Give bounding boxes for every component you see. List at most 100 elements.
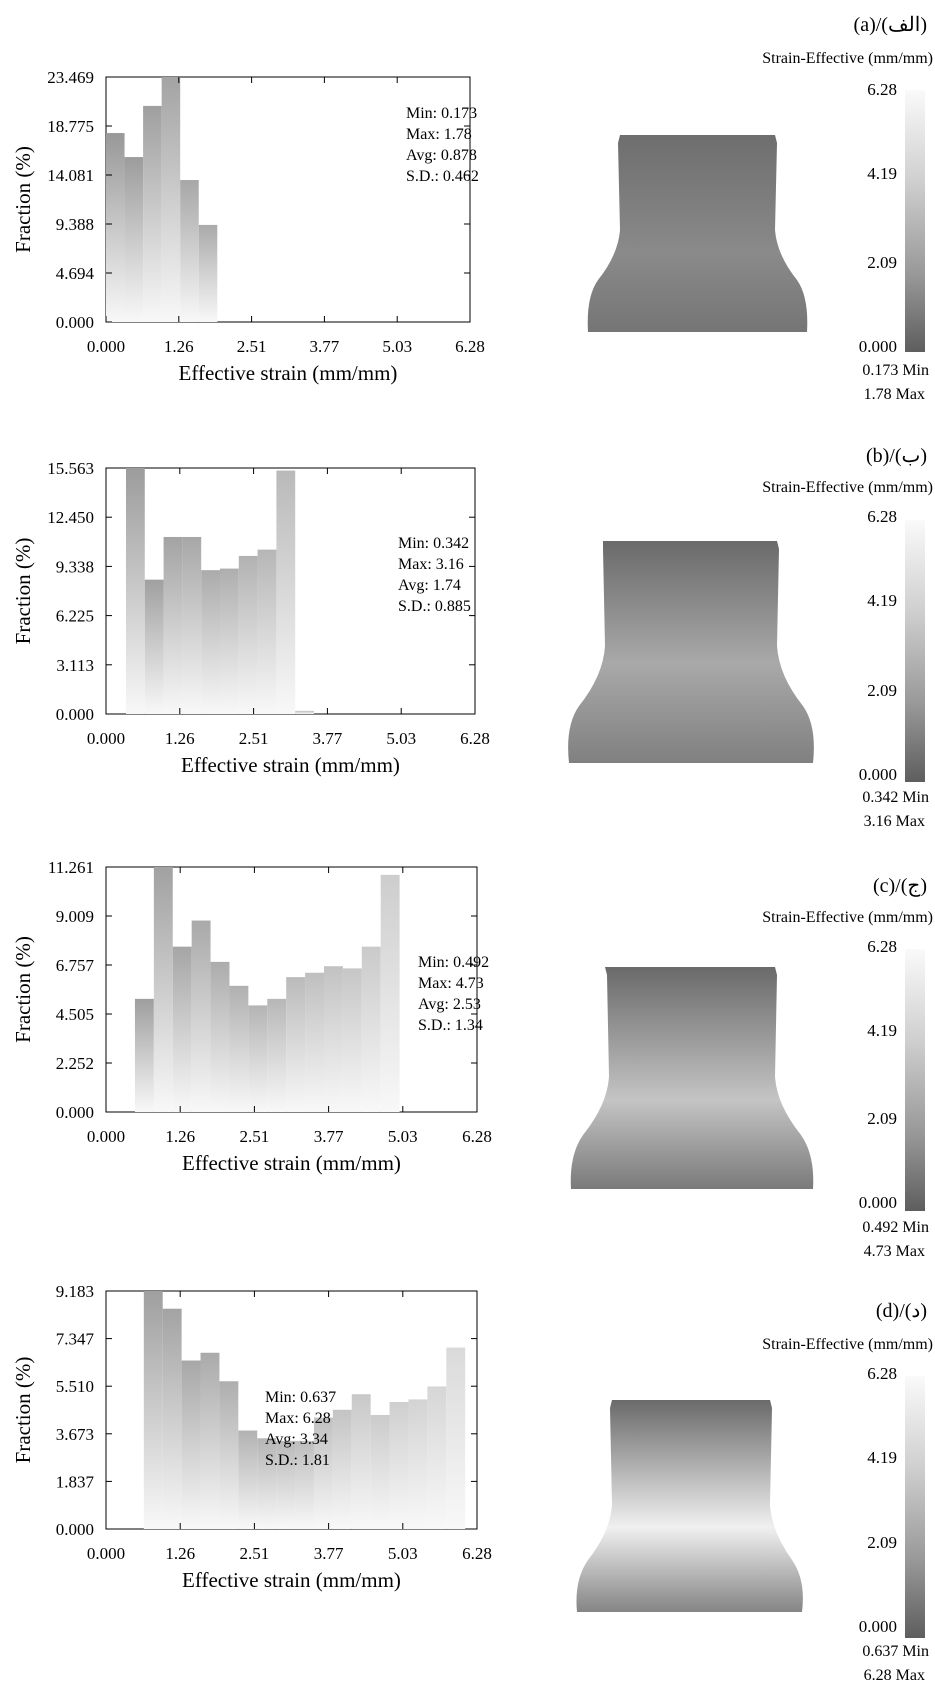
- histogram-bar: [238, 555, 258, 714]
- histogram-bar: [200, 1352, 220, 1529]
- colorbar: [905, 1376, 925, 1638]
- legend-title: Strain-Effective (mm/mm): [762, 479, 933, 496]
- x-tick-label: 0.000: [87, 337, 125, 356]
- histogram-bar: [351, 1394, 371, 1529]
- y-tick-label: 14.081: [47, 166, 94, 185]
- colorbar-tick: 6.28: [867, 507, 897, 526]
- histogram-chart: 0.000 1.26 2.51 3.77 5.03 6.28 0.000 4.694 9.388…: [11, 68, 485, 385]
- stats-box: Min: 0.492 Max: 4.73 Avg: 2.53 S.D.: 1.3…: [418, 952, 489, 1036]
- colorbar-tick: 0.000: [858, 765, 897, 784]
- stat-min: Min: 0.173: [406, 105, 478, 122]
- histogram-bar: [257, 1438, 277, 1529]
- histogram-bar: [191, 920, 211, 1112]
- y-tick-label: 9.338: [56, 557, 94, 576]
- panel-c: 0.000 1.26 2.51 3.77 5.03 6.28 0.000 2.252 4.505…: [0, 857, 935, 1280]
- histogram-bar: [427, 1386, 447, 1529]
- y-tick-label: 2.252: [56, 1054, 94, 1073]
- y-tick-label: 3.113: [56, 656, 94, 675]
- histogram-bar: [323, 966, 343, 1112]
- panel-tag: (b)/(ب): [865, 445, 927, 467]
- colorbar-tick: 0.000: [858, 1617, 897, 1636]
- histogram-bar: [342, 968, 362, 1112]
- colorbar-min-label: 0.342 Min: [862, 789, 929, 806]
- panel-tag: (a)/(الف): [853, 14, 927, 36]
- stat-max: Max: 6.28: [265, 1410, 331, 1427]
- colorbar-max-label: 1.78 Max: [863, 386, 925, 403]
- x-tick-label: 2.51: [239, 729, 269, 748]
- stat-sd: S.D.: 0.462: [406, 168, 479, 185]
- x-axis-label: Effective strain (mm/mm): [179, 361, 398, 385]
- stat-avg: Avg: 3.34: [265, 1431, 328, 1448]
- stats-box: Min: 0.173 Max: 1.78 Avg: 0.878 S.D.: 0.…: [406, 103, 479, 187]
- specimen-contour: [570, 967, 814, 1189]
- histogram-bar: [143, 105, 162, 322]
- specimen-contour: [568, 541, 814, 763]
- specimen-contour: [587, 135, 808, 332]
- y-tick-label: 5.510: [56, 1377, 94, 1396]
- y-tick-label: 6.757: [56, 956, 95, 975]
- histogram-bar: [305, 972, 324, 1112]
- histogram-bar: [361, 946, 381, 1112]
- histogram-bar: [267, 998, 287, 1112]
- y-tick-label: 9.009: [56, 907, 94, 926]
- histogram-bar: [380, 874, 400, 1112]
- stat-min: Min: 0.492: [418, 954, 490, 971]
- y-tick-label: 12.450: [47, 508, 94, 527]
- panel-tag: (d)/(د): [875, 1300, 927, 1322]
- histogram-bar: [106, 133, 125, 322]
- colorbar-tick: 6.28: [867, 80, 897, 99]
- histogram-bar: [163, 536, 183, 714]
- stat-max: Max: 4.73: [418, 975, 484, 992]
- x-tick-label: 6.28: [462, 1544, 492, 1563]
- stat-sd: S.D.: 1.34: [418, 1017, 483, 1034]
- x-tick-label: 3.77: [313, 729, 343, 748]
- colorbar: [905, 520, 925, 782]
- colorbar-tick: 4.19: [867, 1448, 897, 1467]
- colorbar-tick: 6.28: [867, 1364, 897, 1383]
- y-tick-label: 0.000: [56, 1103, 94, 1122]
- y-axis-label: Fraction (%): [11, 538, 35, 645]
- histogram-bar: [389, 1402, 409, 1529]
- histogram-bar: [408, 1399, 428, 1529]
- stat-min: Min: 0.342: [398, 535, 470, 552]
- colorbar-tick: 2.09: [867, 1533, 897, 1552]
- histogram-bar: [229, 985, 249, 1112]
- histogram-bar: [248, 1005, 268, 1112]
- stat-avg: Avg: 0.878: [406, 147, 477, 164]
- histogram-bar: [276, 1440, 296, 1529]
- x-tick-label: 1.26: [165, 729, 195, 748]
- stat-sd: S.D.: 1.81: [265, 1452, 330, 1469]
- y-tick-label: 7.347: [56, 1330, 95, 1349]
- histogram-bar: [125, 468, 145, 714]
- stat-min: Min: 0.637: [265, 1389, 337, 1406]
- histogram-bar: [143, 1291, 163, 1529]
- histogram-bar: [446, 1347, 466, 1529]
- colorbar-min-label: 0.637 Min: [862, 1643, 929, 1660]
- colorbar-tick: 2.09: [867, 1109, 897, 1128]
- colorbar-tick: 4.19: [867, 1021, 897, 1040]
- x-tick-label: 3.77: [314, 1544, 344, 1563]
- y-tick-label: 9.183: [56, 1282, 94, 1301]
- x-tick-label: 3.77: [314, 1127, 344, 1146]
- histogram-bar: [134, 998, 154, 1112]
- colorbar-tick: 6.28: [867, 937, 897, 956]
- histogram-bar: [144, 579, 164, 714]
- histogram-bar: [153, 867, 173, 1112]
- histogram-bar: [162, 1308, 182, 1529]
- panel-tag: (c)/(ج): [872, 875, 927, 897]
- histogram-bar: [313, 1417, 333, 1529]
- x-tick-label: 6.28: [462, 1127, 492, 1146]
- x-tick-label: 1.26: [165, 1544, 195, 1563]
- colorbar: [905, 949, 925, 1211]
- y-tick-label: 9.388: [56, 215, 94, 234]
- histogram-bar: [219, 568, 239, 714]
- x-tick-label: 1.26: [165, 1127, 195, 1146]
- x-tick-label: 0.000: [87, 1544, 125, 1563]
- histogram-bar: [161, 77, 181, 322]
- x-tick-label: 0.000: [87, 1127, 125, 1146]
- colorbar-max-label: 3.16 Max: [863, 813, 925, 830]
- y-tick-label: 1.837: [56, 1472, 95, 1491]
- colorbar-tick: 0.000: [858, 337, 897, 356]
- histogram-bar: [181, 1360, 201, 1529]
- specimen-contour: [576, 1400, 803, 1612]
